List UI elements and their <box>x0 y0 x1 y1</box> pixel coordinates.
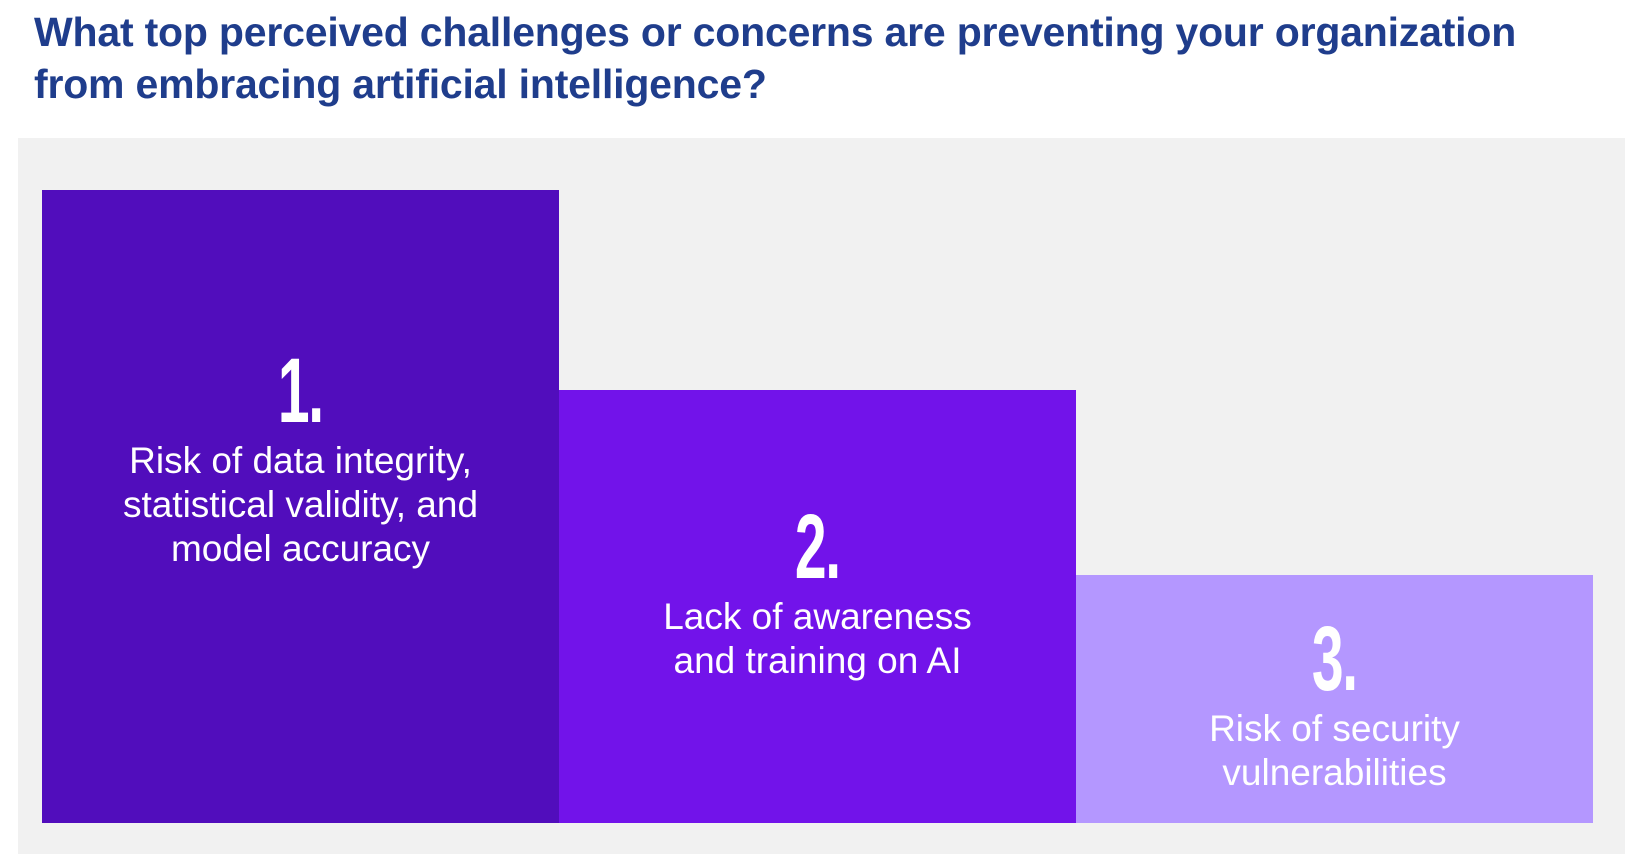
rank-number-1: 1. <box>277 339 324 442</box>
page-title: What top perceived challenges or concern… <box>34 9 1517 107</box>
rank-number-2: 2. <box>794 495 841 598</box>
rank-label-1: Risk of data integrity, statistical vali… <box>122 439 479 569</box>
rank-label-2: Lack of awareness and training on AI <box>663 595 972 681</box>
rank-step-3: 3. Risk of security vulnerabilities <box>1076 575 1593 823</box>
rank-number-3: 3. <box>1311 608 1358 710</box>
rank-step-2: 2. Lack of awareness and training on AI <box>559 390 1076 823</box>
rank-label-3: Risk of security vulnerabilities <box>1209 708 1460 793</box>
rank-step-1: 1. Risk of data integrity, statistical v… <box>42 190 559 823</box>
